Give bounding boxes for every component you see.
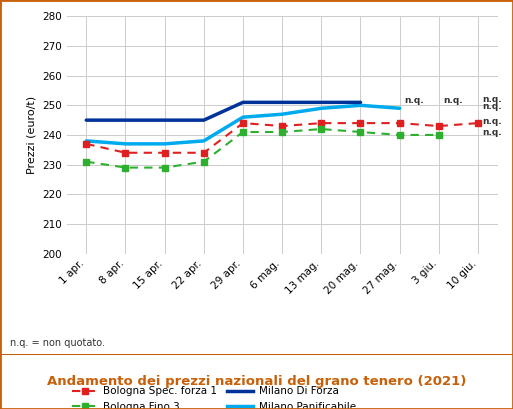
Y-axis label: Prezzi (euro/t): Prezzi (euro/t) (27, 96, 36, 174)
Text: n.q.: n.q. (482, 102, 502, 111)
Text: n.q.: n.q. (443, 97, 463, 106)
Text: n.q.: n.q. (482, 128, 502, 137)
Text: n.q. = non quotato.: n.q. = non quotato. (10, 337, 105, 348)
Text: n.q.: n.q. (482, 117, 502, 126)
Text: n.q.: n.q. (404, 97, 423, 106)
Text: n.q.: n.q. (482, 95, 502, 104)
Text: Andamento dei prezzi nazionali del grano tenero (2021): Andamento dei prezzi nazionali del grano… (47, 375, 466, 388)
Legend: Bologna Spec. forza 1, Bologna Fino 3, Milano Di Forza, Milano Panificabile: Bologna Spec. forza 1, Bologna Fino 3, M… (68, 382, 360, 409)
